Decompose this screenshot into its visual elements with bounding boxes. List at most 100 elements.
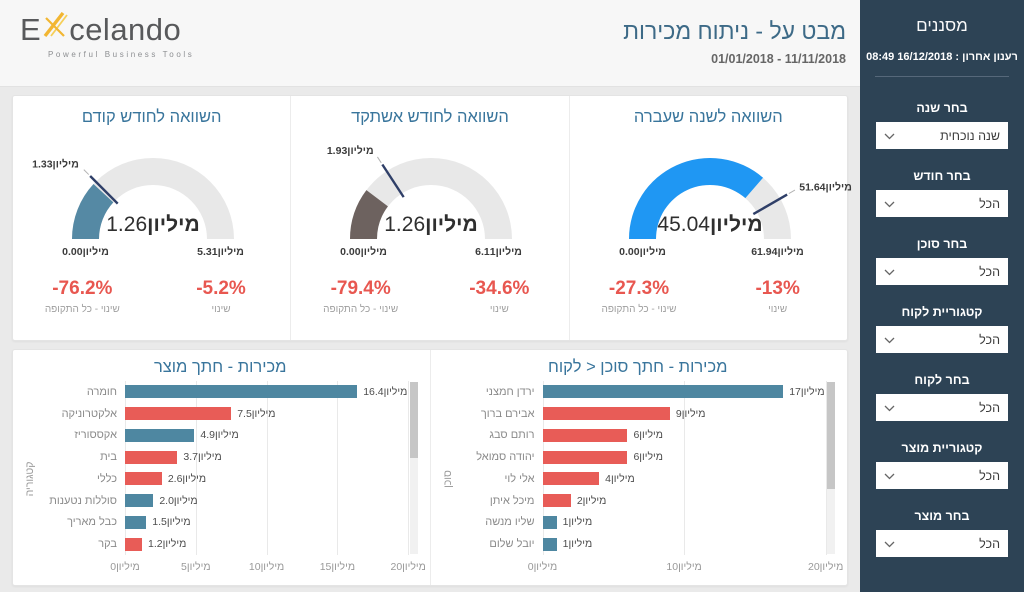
bar-row: 17 מיליון: [542, 381, 838, 403]
category-label: אבירם ברוך: [480, 407, 535, 420]
gauge-target-label: 1.93מיליון: [327, 145, 374, 157]
bar-value-label: 4.9 מיליון: [200, 429, 239, 442]
chart-title: מכירות - חתך סוכן < לקוח: [548, 358, 728, 376]
filter-select-0[interactable]: שנה נוכחית: [876, 122, 1008, 149]
bar[interactable]: [125, 494, 154, 508]
chart-scrollbar-thumb[interactable]: [409, 382, 418, 458]
chevron-down-icon: [884, 467, 895, 485]
x-axis-tick: 5 מיליון: [181, 561, 211, 573]
gauge-min-label: 0.00מיליון: [62, 246, 109, 258]
date-range: 01/01/2018 - 11/11/2018: [711, 52, 846, 66]
bar-row: 3.7 מיליון: [125, 446, 420, 468]
filter-select-5[interactable]: הכל: [876, 462, 1008, 489]
gridline: [825, 381, 827, 555]
gauge-value-label: 45.04מיליון: [657, 213, 762, 236]
filter-select-4[interactable]: הכל: [876, 394, 1008, 421]
bar[interactable]: [542, 407, 670, 421]
category-label: בית: [100, 451, 117, 464]
filter-group: בחר לקוח הכל: [860, 373, 1024, 421]
category-label: כבל מאריך: [67, 516, 117, 529]
chevron-down-icon: [884, 195, 895, 213]
category-label: כללי: [97, 472, 117, 485]
plot-area: 16.4 מיליון 7.5 מיליון 4.9 מיליון 3.7 מיליון 2.6…: [125, 381, 420, 555]
bar[interactable]: [125, 537, 142, 551]
bar-row: 1.5 מיליון: [125, 512, 420, 534]
gridline: [195, 381, 197, 555]
bar[interactable]: [542, 537, 557, 551]
bar-row: 7.5 מיליון: [125, 403, 420, 425]
chart-scrollbar: [409, 382, 418, 554]
gauge-same-month-last-year[interactable]: השוואה לחודש אשתקד 1.93מיליון 0.00מיליון 6…: [290, 96, 568, 340]
bar[interactable]: [542, 494, 571, 508]
gauge-max-label: 5.31מיליון: [197, 246, 244, 258]
filter-select-2[interactable]: הכל: [876, 258, 1008, 285]
page-title: מבט על - ניתוח מכירות: [623, 18, 846, 44]
filter-label: בחר חודש: [913, 169, 971, 183]
chart-scrollbar-thumb[interactable]: [827, 382, 835, 489]
filter-selected-value: הכל: [979, 264, 1000, 279]
bar[interactable]: [125, 407, 232, 421]
bar-value-label: 2 מיליון: [576, 494, 607, 507]
gauge-title: השוואה לחודש אשתקד: [351, 108, 509, 126]
bar[interactable]: [125, 385, 358, 399]
bar-charts-card: מכירות - חתך מוצר קטגוריה חומרה אלקטרוניק…: [12, 349, 848, 586]
logo-tagline: Powerful Business Tools: [48, 50, 195, 59]
gauge-last-year[interactable]: השוואה לשנה שעברה 51.64מיליון 0.00מיליון 6…: [568, 96, 852, 340]
x-axis-tick: 0 מיליון: [527, 561, 558, 573]
gauges-card: השוואה לחודש קודם 1.33מיליון 0.00מיליון 5.…: [12, 95, 852, 341]
bar-value-label: 2.6 מיליון: [167, 472, 207, 485]
x-axis: 0 מיליון 5 מיליון 10 מיליון 15 מיליון 20 מיליון: [39, 555, 426, 577]
filter-select-6[interactable]: הכל: [876, 530, 1008, 557]
bar[interactable]: [542, 472, 600, 486]
change-caption: שינוי: [211, 304, 231, 315]
bar-row: 2.6 מיליון: [125, 468, 420, 490]
category-label: אקססוריז: [74, 429, 117, 442]
bar-value-label: 2.0 מיליון: [159, 494, 198, 507]
bar-value-label: 6 מיליון: [633, 451, 663, 464]
filter-label: בחר מוצר: [914, 509, 970, 523]
filter-group: קטגוריית מוצר הכל: [860, 441, 1024, 489]
bar-row: 2.0 מיליון: [125, 490, 420, 512]
bar[interactable]: [542, 515, 557, 529]
bar[interactable]: [125, 472, 162, 486]
bar-value-label: 16.4 מיליון: [363, 385, 408, 398]
chart-sales-by-product: מכירות - חתך מוצר קטגוריה חומרה אלקטרוניק…: [13, 350, 430, 585]
filter-group: קטגוריית לקוח הכל: [860, 305, 1024, 353]
filter-select-3[interactable]: הכל: [876, 326, 1008, 353]
bar-value-label: 6 מיליון: [633, 429, 663, 442]
filter-group: בחר סוכן הכל: [860, 237, 1024, 285]
gridline: [337, 381, 339, 555]
change-caption: שינוי: [489, 304, 509, 315]
bar-value-label: 3.7 מיליון: [183, 451, 222, 464]
gauge-title: השוואה לחודש קודם: [81, 108, 222, 126]
bar[interactable]: [125, 515, 147, 529]
category-label: בקר: [98, 538, 117, 551]
gauge-prev-month[interactable]: השוואה לחודש קודם 1.33מיליון 0.00מיליון 5.…: [13, 96, 290, 340]
gauge-min-label: 0.00מיליון: [340, 246, 387, 258]
bar-row: 16.4 מיליון: [125, 381, 420, 403]
bar[interactable]: [125, 450, 178, 464]
bar-value-label: 1 מיליון: [562, 516, 593, 529]
category-labels: חומרה אלקטרוניקה אקססוריז בית כללי סוללות נטע…: [39, 381, 125, 555]
bar[interactable]: [542, 428, 628, 442]
bar[interactable]: [542, 450, 628, 464]
change-caption: שינוי: [768, 304, 788, 315]
x-axis-tick: 0 מיליון: [110, 561, 140, 573]
chevron-down-icon: [884, 331, 895, 349]
category-label: אלקטרוניקה: [61, 407, 117, 420]
bar-row: 4.9 מיליון: [125, 425, 420, 447]
filter-group: בחר שנה שנה נוכחית: [860, 101, 1024, 149]
category-label: חומרה: [86, 385, 117, 398]
x-axis-tick: 10 מיליון: [248, 561, 285, 573]
filter-selected-value: הכל: [979, 468, 1000, 483]
x-axis-tick: 15 מיליון: [319, 561, 356, 573]
change-total-caption: שינוי - כל התקופה: [323, 304, 399, 315]
gauge-arc-fill: [350, 190, 389, 239]
filter-label: בחר סוכן: [916, 237, 968, 251]
excelando-logo: E celando Powerful Business Tools: [20, 10, 194, 86]
bar[interactable]: [125, 428, 195, 442]
chevron-down-icon: [884, 535, 895, 553]
bar[interactable]: [542, 385, 784, 399]
filter-select-1[interactable]: הכל: [876, 190, 1008, 217]
